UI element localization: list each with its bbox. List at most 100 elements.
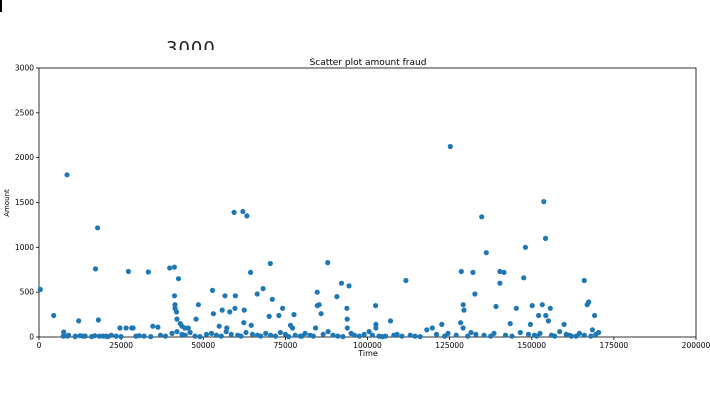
data-point — [268, 332, 274, 338]
data-point — [231, 209, 237, 215]
data-point — [117, 325, 123, 331]
data-point — [249, 331, 256, 337]
data-point — [269, 296, 275, 302]
data-point — [387, 318, 394, 324]
data-point — [592, 312, 598, 319]
data-point — [209, 287, 216, 293]
data-point — [458, 320, 464, 326]
data-point — [472, 291, 478, 297]
data-point — [185, 325, 191, 331]
data-point — [373, 321, 379, 327]
data-point — [445, 330, 451, 336]
data-point — [174, 316, 180, 322]
data-point — [289, 325, 296, 331]
data-point — [66, 332, 72, 338]
data-point — [95, 317, 101, 323]
data-point — [182, 332, 188, 338]
x-tick-label: 50000 — [191, 341, 215, 350]
data-point — [407, 332, 413, 338]
data-point — [497, 268, 503, 275]
data-point — [502, 332, 509, 338]
data-point — [218, 333, 224, 339]
data-point — [219, 307, 225, 313]
data-point — [72, 334, 78, 340]
data-point — [232, 305, 238, 311]
data-point — [208, 330, 215, 336]
data-point — [507, 321, 513, 327]
data-point — [240, 208, 246, 215]
data-point — [517, 329, 523, 336]
data-point — [586, 299, 592, 305]
data-point — [192, 333, 198, 339]
data-point — [61, 329, 67, 335]
data-point — [227, 309, 233, 315]
data-point — [238, 333, 244, 339]
data-point — [383, 333, 389, 339]
data-point — [547, 305, 553, 311]
y-tick-label: 3000 — [15, 64, 34, 73]
data-point — [318, 311, 324, 317]
data-point — [241, 320, 247, 326]
data-point — [468, 329, 474, 336]
data-point — [589, 327, 596, 333]
data-point — [286, 334, 292, 340]
y-axis-label: Amount — [3, 189, 11, 217]
data-point — [522, 244, 529, 250]
data-point — [542, 235, 549, 241]
data-point — [95, 225, 101, 231]
data-point — [453, 332, 459, 338]
data-point — [169, 330, 175, 336]
data-point — [344, 325, 350, 331]
data-point — [447, 143, 453, 150]
data-point — [429, 325, 435, 331]
data-point — [222, 293, 228, 299]
data-point — [216, 323, 222, 329]
data-point — [521, 275, 527, 281]
data-point — [373, 303, 379, 309]
data-point — [171, 293, 178, 299]
data-point — [150, 323, 156, 329]
data-point — [310, 333, 316, 339]
data-point — [356, 333, 362, 339]
x-axis-label: Time — [357, 349, 378, 358]
data-point — [470, 269, 476, 275]
data-point — [417, 334, 423, 340]
x-tick-label: 25000 — [109, 341, 133, 350]
data-point — [241, 307, 247, 313]
y-tick-label: 2000 — [15, 153, 34, 162]
data-point — [175, 276, 182, 282]
data-point — [424, 327, 430, 333]
data-point — [37, 286, 43, 293]
data-point — [366, 329, 372, 335]
data-point — [497, 280, 503, 286]
data-point — [96, 333, 102, 339]
data-point — [539, 302, 545, 308]
data-point — [130, 325, 136, 331]
data-point — [483, 250, 489, 256]
data-point — [344, 316, 350, 322]
data-point — [588, 333, 594, 339]
data-point — [529, 303, 535, 309]
data-point — [203, 331, 210, 337]
data-point — [566, 332, 573, 338]
data-point — [335, 333, 341, 339]
data-point — [174, 329, 180, 335]
axis-ticks: 0 25000 50000 75000 100000 125000 150000 175000… — [15, 64, 710, 351]
data-point — [361, 331, 367, 337]
data-point — [213, 332, 219, 338]
data-point — [243, 329, 249, 336]
data-point — [320, 331, 326, 337]
data-point — [291, 312, 297, 318]
y-tick-label: 500 — [20, 288, 35, 297]
data-point — [280, 305, 286, 311]
data-point — [460, 302, 466, 308]
data-point — [254, 291, 260, 297]
data-point — [340, 334, 346, 340]
data-point — [223, 329, 229, 335]
data-point — [543, 312, 549, 319]
data-point — [76, 318, 82, 324]
data-point — [228, 331, 234, 337]
data-point — [277, 329, 283, 336]
data-point — [187, 329, 193, 336]
